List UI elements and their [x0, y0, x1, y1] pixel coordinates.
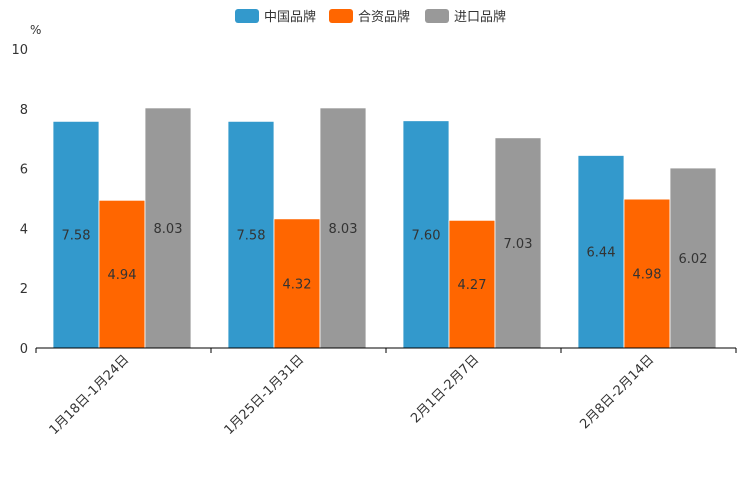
x-tick-label-1: 1月25日-1月31日 — [222, 352, 308, 438]
value-label-1-0: 4.94 — [108, 268, 137, 283]
bar-2-1[interactable] — [319, 107, 367, 349]
value-label-1-2: 4.27 — [458, 278, 487, 293]
y-tick-label-2: 4 — [20, 222, 28, 237]
x-axis: 1月18日-1月24日 1月25日-1月31日 2月1日-2月7日 2月8日-2月14… — [35, 347, 737, 438]
value-label-2-3: 6.02 — [679, 252, 708, 267]
legend-swatch-0[interactable] — [235, 9, 259, 23]
bar-1-2[interactable] — [448, 219, 496, 349]
x-tick-label-0: 1月18日-1月24日 — [47, 352, 133, 438]
y-axis-ticks: 0 2 4 6 8 10 — [11, 43, 28, 357]
y-tick-label-3: 6 — [20, 163, 28, 178]
value-label-0-3: 6.44 — [587, 246, 616, 261]
value-label-1-3: 4.98 — [633, 268, 662, 283]
value-label-2-1: 8.03 — [329, 222, 358, 237]
y-tick-label-5: 10 — [11, 43, 28, 58]
legend-swatch-2[interactable] — [425, 9, 449, 23]
bar-2-3[interactable] — [669, 167, 717, 349]
bar-1-0[interactable] — [98, 199, 146, 349]
x-tick-label-2: 2月1日-2月7日 — [408, 352, 482, 426]
y-tick-label-1: 2 — [20, 282, 28, 297]
legend-label-0[interactable]: 中国品牌 — [264, 9, 316, 25]
bar-0-1[interactable] — [227, 120, 275, 349]
legend-label-1[interactable]: 合资品牌 — [358, 9, 410, 25]
value-label-1-1: 4.32 — [283, 277, 312, 292]
value-label-0-2: 7.60 — [412, 228, 441, 243]
value-label-2-2: 7.03 — [504, 237, 533, 252]
x-tick-label-3: 2月8日-2月14日 — [577, 352, 657, 432]
value-label-0-0: 7.58 — [62, 229, 91, 244]
bar-0-0[interactable] — [52, 120, 100, 349]
value-labels: 7.58 4.94 8.03 7.58 4.32 8.03 7.60 4.27 7.03 6.44… — [62, 222, 708, 293]
bar-0-3[interactable] — [577, 155, 625, 349]
legend-swatch-1[interactable] — [329, 9, 353, 23]
legend: 中国品牌 合资品牌 进口品牌 — [235, 9, 506, 25]
legend-label-2[interactable]: 进口品牌 — [454, 9, 506, 25]
bar-2-0[interactable] — [144, 107, 192, 349]
bar-1-1[interactable] — [273, 218, 321, 349]
value-label-2-0: 8.03 — [154, 222, 183, 237]
y-axis-unit-label: % — [30, 23, 41, 37]
value-label-0-1: 7.58 — [237, 229, 266, 244]
y-tick-label-4: 8 — [20, 103, 28, 118]
bars — [52, 107, 717, 349]
y-tick-label-0: 0 — [20, 342, 28, 357]
